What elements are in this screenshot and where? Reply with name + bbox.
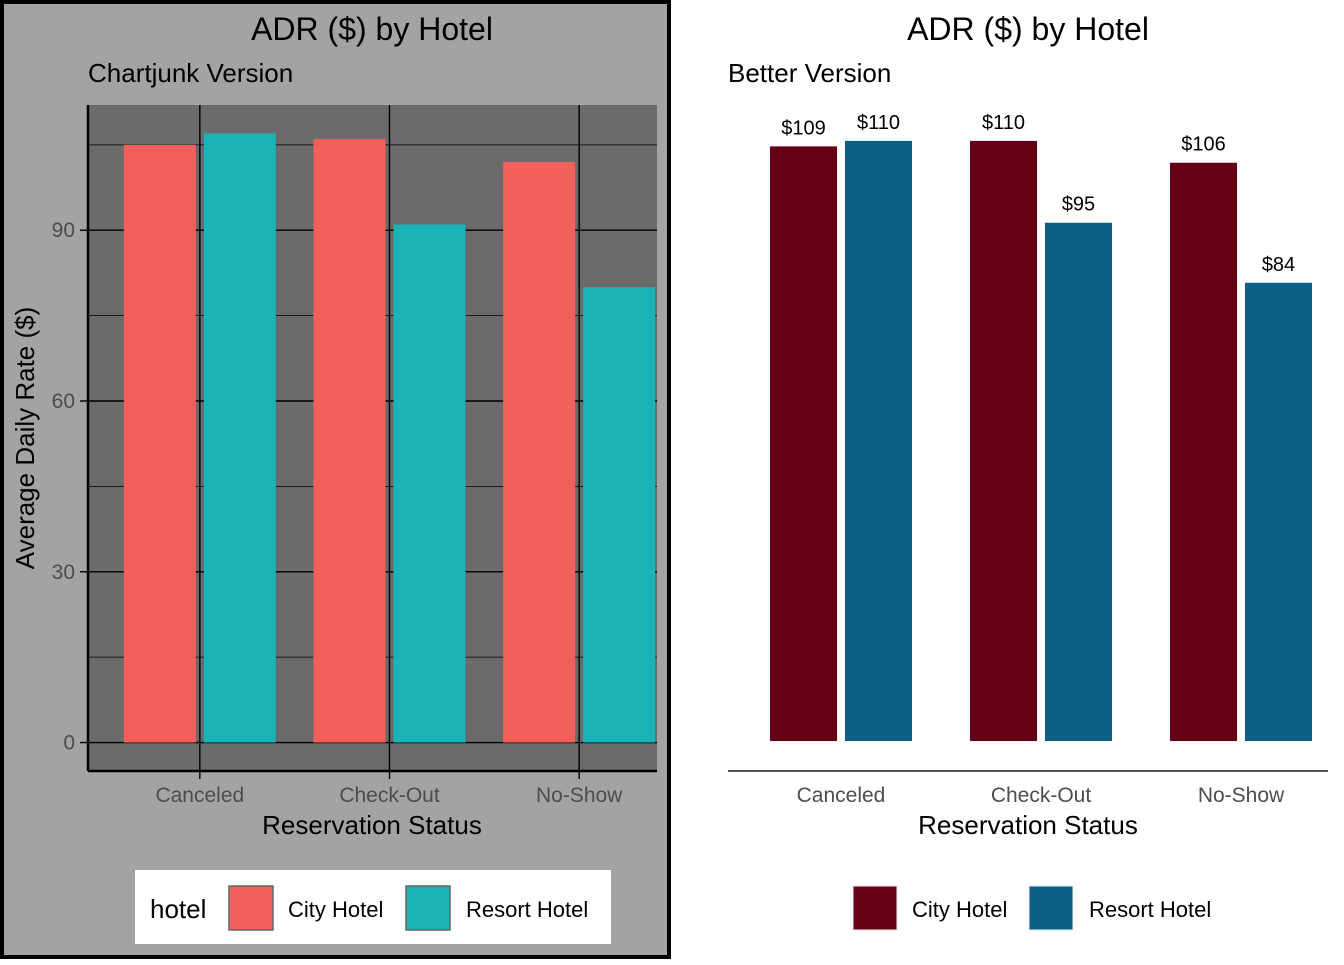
right-chart-title: ADR ($) by Hotel bbox=[907, 11, 1149, 47]
right-legend-label-city: City Hotel bbox=[912, 897, 1007, 922]
left-y-tick-label: 60 bbox=[52, 390, 75, 413]
left-y-axis-label: Average Daily Rate ($) bbox=[10, 307, 40, 570]
right-bar-city bbox=[1170, 162, 1237, 741]
left-legend-swatch-city bbox=[228, 885, 274, 931]
right-data-label: $106 bbox=[1181, 134, 1226, 156]
right-data-label: $109 bbox=[781, 117, 826, 139]
left-bar-resort bbox=[393, 224, 466, 743]
left-bar-resort bbox=[583, 287, 656, 743]
right-x-ticks: Canceled Check-Out No-Show bbox=[797, 784, 1285, 807]
left-legend: hotel City Hotel Resort Hotel bbox=[135, 870, 611, 944]
left-chart-panel: ADR ($) by Hotel Chartjunk Version 0 30 60… bbox=[0, 0, 671, 959]
right-bar-city bbox=[770, 146, 837, 741]
left-bar-resort bbox=[203, 133, 276, 743]
left-x-ticks: Canceled Check-Out No-Show bbox=[155, 771, 623, 807]
left-bars bbox=[123, 133, 656, 743]
right-data-label: $110 bbox=[982, 112, 1025, 134]
right-x-tick-label: Check-Out bbox=[991, 784, 1092, 807]
left-chart-subtitle: Chartjunk Version bbox=[88, 58, 293, 88]
right-legend-swatch-resort bbox=[1028, 885, 1074, 931]
left-legend-label-city: City Hotel bbox=[288, 897, 383, 922]
left-y-tick-label: 90 bbox=[52, 219, 75, 242]
left-y-ticks: 0 30 60 90 bbox=[52, 219, 88, 755]
right-legend-swatch-city bbox=[852, 885, 898, 931]
left-x-tick-label: Canceled bbox=[155, 784, 244, 807]
left-y-tick-label: 30 bbox=[52, 561, 75, 584]
right-bar-city bbox=[970, 140, 1037, 742]
left-legend-title: hotel bbox=[150, 894, 206, 924]
left-bar-city bbox=[313, 139, 386, 743]
right-chart-panel: ADR ($) by Hotel Better Version $109 $110… bbox=[728, 11, 1328, 931]
left-x-tick-label: Check-Out bbox=[339, 784, 440, 807]
right-bar-resort bbox=[1245, 282, 1312, 741]
left-x-axis-label: Reservation Status bbox=[262, 810, 482, 840]
right-bar-resort bbox=[845, 140, 912, 742]
right-data-labels: $109 $110 $106 $110 $95 $84 bbox=[781, 112, 1295, 276]
left-legend-label-resort: Resort Hotel bbox=[466, 897, 588, 922]
right-data-label: $95 bbox=[1062, 194, 1095, 216]
right-x-tick-label: Canceled bbox=[797, 784, 886, 807]
left-x-tick-label: No-Show bbox=[536, 784, 623, 807]
right-legend: City Hotel Resort Hotel bbox=[852, 885, 1211, 931]
left-bar-city bbox=[123, 144, 196, 743]
left-chart-title: ADR ($) by Hotel bbox=[251, 11, 493, 47]
right-legend-label-resort: Resort Hotel bbox=[1089, 897, 1211, 922]
right-x-tick-label: No-Show bbox=[1198, 784, 1285, 807]
left-bar-city bbox=[503, 161, 576, 743]
left-legend-box bbox=[135, 870, 611, 944]
right-x-axis-label: Reservation Status bbox=[918, 810, 1138, 840]
left-y-tick-label: 0 bbox=[63, 732, 75, 755]
left-legend-swatch-resort bbox=[405, 885, 451, 931]
right-bars bbox=[770, 140, 1312, 742]
right-data-label: $84 bbox=[1262, 254, 1295, 276]
right-chart-subtitle: Better Version bbox=[728, 58, 891, 88]
right-data-label: $110 bbox=[857, 112, 900, 134]
right-bar-resort bbox=[1045, 222, 1112, 741]
